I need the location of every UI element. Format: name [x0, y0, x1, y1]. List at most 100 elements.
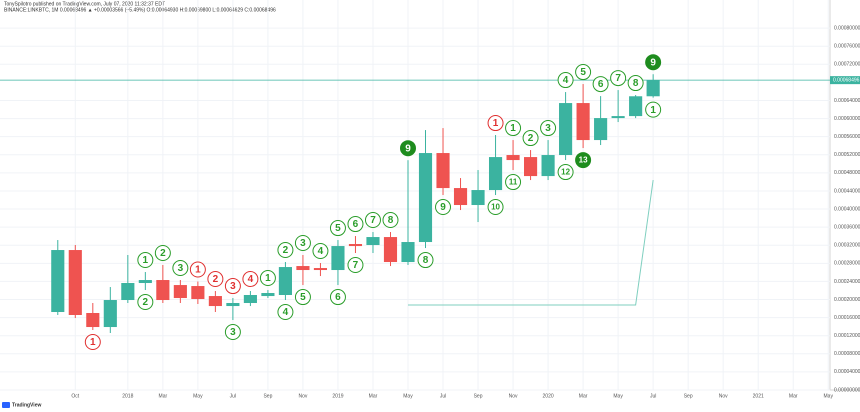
td-count-badge [417, 252, 434, 269]
td-count-badge [347, 216, 364, 233]
td-count-badge [645, 54, 662, 71]
td-count-label: 5 [300, 292, 306, 303]
td-count-badge [189, 261, 206, 278]
td-count-label: 4 [318, 246, 324, 257]
td-count-label: 5 [335, 223, 341, 234]
x-tick-label: Mar [369, 393, 378, 399]
candle-body [138, 280, 152, 284]
td-count-label: 8 [423, 255, 429, 266]
candle-body [68, 250, 82, 315]
td-count-badge [592, 76, 609, 93]
td-count-badge [487, 115, 504, 132]
candle-body [366, 237, 380, 246]
candle-body [191, 286, 205, 300]
td-count-label: 3 [178, 263, 184, 274]
y-tick-label: 0.00036000 [834, 224, 860, 230]
y-tick-label: 0.00072000 [834, 62, 860, 68]
candle-body [646, 80, 660, 97]
td-count-label: 3 [300, 238, 306, 249]
candle-body [418, 153, 433, 243]
td-count-badge [277, 242, 294, 259]
candle-body [506, 155, 520, 161]
candle-body [173, 285, 187, 299]
td-count-badge [329, 220, 346, 237]
x-tick-label: Sep [684, 393, 693, 399]
x-tick-label: 2021 [753, 393, 764, 399]
td-count-label: 3 [230, 281, 236, 292]
candle-body [313, 268, 328, 271]
td-count-label: 3 [545, 123, 551, 134]
y-tick-label: 0.00044000 [834, 188, 860, 194]
td-count-badge [259, 270, 276, 287]
td-count-badge [137, 294, 154, 311]
td-count-label: 2 [160, 248, 166, 259]
td-count-label: 2 [528, 133, 534, 144]
td-count-badge [557, 72, 574, 89]
td-count-badge [84, 334, 101, 351]
td-count-label: 9 [650, 57, 656, 68]
td-count-badge [224, 324, 241, 341]
td-count-label: 2 [213, 274, 219, 285]
candle-body [208, 296, 222, 307]
td-count-badge [347, 257, 364, 274]
td-count-label: 6 [353, 219, 359, 230]
td-count-badge [435, 199, 452, 216]
td-count-label: 13 [579, 156, 588, 165]
td-count-badge [575, 152, 592, 169]
x-tick-label: May [403, 393, 413, 399]
y-tick-label: 0.00012000 [834, 333, 860, 339]
y-tick-label: 0.00004000 [834, 369, 860, 375]
td-count-badge [364, 212, 381, 229]
y-tick-label: 0.00016000 [834, 315, 860, 321]
td-count-badge [329, 289, 346, 306]
td-count-badge [312, 243, 329, 260]
td-count-badge [154, 245, 171, 262]
x-tick-label: Nov [719, 393, 728, 399]
x-tick-label: May [824, 393, 834, 399]
candle-body [436, 153, 450, 189]
td-count-label: 1 [510, 123, 516, 134]
candle-body [348, 244, 363, 247]
publisher-line: TonySpilotro published on TradingView.co… [4, 1, 165, 7]
td-count-label: 4 [283, 307, 289, 318]
x-tick-label: Mar [159, 393, 168, 399]
td-count-label: 4 [248, 274, 254, 285]
candle-body [296, 266, 310, 271]
td-count-label: 1 [195, 265, 201, 276]
td-count-badge [137, 252, 154, 269]
td-count-label: 5 [580, 67, 586, 78]
candle-body [576, 103, 590, 141]
x-tick-label: Jul [230, 393, 236, 399]
td-count-label: 9 [405, 143, 411, 154]
td-count-label: 1 [493, 118, 499, 129]
y-tick-label: 0.00056000 [834, 134, 860, 140]
candle-body [629, 96, 643, 117]
y-tick-label: 0.00048000 [834, 170, 860, 176]
y-tick-label: 0.00028000 [834, 261, 860, 267]
td-count-label: 8 [388, 215, 394, 226]
x-tick-label: 2018 [122, 393, 133, 399]
y-tick-label: 0.00060000 [834, 116, 860, 122]
x-tick-label: Nov [509, 393, 518, 399]
y-tick-label: 0.00052000 [834, 152, 860, 158]
y-tick-label: 0.00064000 [834, 98, 860, 104]
candle-body [261, 293, 275, 297]
td-count-badge [557, 164, 574, 181]
price-label: 0.00068496 [833, 77, 860, 83]
x-tick-label: May [613, 393, 623, 399]
td-count-label: 1 [650, 105, 656, 116]
candle-body [541, 155, 555, 177]
candle-body [453, 188, 468, 206]
td-count-badge [627, 75, 644, 92]
td-count-label: 7 [370, 215, 376, 226]
td-count-badge [172, 260, 189, 277]
td-count-label: 1 [265, 273, 271, 284]
candle-body [156, 280, 170, 301]
x-tick-label: Nov [298, 393, 307, 399]
logo-icon [2, 402, 10, 408]
candle-body [331, 246, 345, 271]
td-count-label: 8 [633, 78, 639, 89]
td-count-badge [522, 130, 539, 147]
trend-line [407, 180, 654, 306]
